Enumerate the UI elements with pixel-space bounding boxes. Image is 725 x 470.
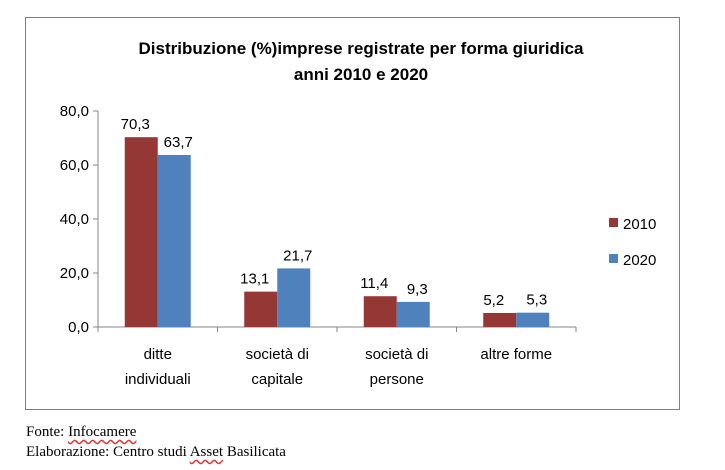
y-tick-label: 0,0 xyxy=(68,319,89,336)
bar-2020-4 xyxy=(516,312,550,327)
legend-label-2010: 2010 xyxy=(623,216,656,233)
data-label-2010-1: 70,3 xyxy=(121,116,150,133)
x-category-label: altre forme xyxy=(480,346,552,363)
data-label-2010-2: 13,1 xyxy=(240,271,269,288)
y-tick-label: 60,0 xyxy=(60,157,89,174)
legend-swatch-2010 xyxy=(609,218,618,227)
x-category-label: società di xyxy=(365,346,428,363)
bar-2010-1 xyxy=(124,137,158,327)
y-tick-label: 40,0 xyxy=(60,211,89,228)
bar-2020-3 xyxy=(396,301,430,327)
data-label-2010-3: 11,4 xyxy=(360,275,388,292)
credit-name: Asset xyxy=(189,444,224,460)
bar-2020-2 xyxy=(277,268,311,327)
source-note: Fonte: Infocamere xyxy=(26,424,136,441)
legend-swatch-2020 xyxy=(609,254,618,263)
credit-suffix: Basilicata xyxy=(223,444,286,460)
bar-2010-2 xyxy=(244,291,278,327)
y-tick-label: 20,0 xyxy=(60,265,89,282)
source-name: Infocamere xyxy=(68,424,137,440)
y-tick-label: 80,0 xyxy=(60,103,89,120)
x-category-label: individuali xyxy=(125,371,191,388)
x-category-label: persone xyxy=(370,371,424,388)
credit-prefix: Elaborazione: Centro studi xyxy=(26,444,190,460)
chart-subtitle: anni 2010 e 2020 xyxy=(294,65,428,84)
chart-title: Distribuzione (%)imprese registrate per … xyxy=(139,39,584,58)
credit-note: Elaborazione: Centro studi Asset Basilic… xyxy=(26,444,286,461)
bar-chart: Distribuzione (%)imprese registrate per … xyxy=(60,39,657,388)
bar-2010-3 xyxy=(363,296,397,327)
data-label-2020-3: 9,3 xyxy=(407,281,428,298)
data-label-2020-2: 21,7 xyxy=(283,247,312,264)
data-label-2020-4: 5,3 xyxy=(526,292,547,309)
bar-2020-1 xyxy=(157,155,191,327)
x-category-label: capitale xyxy=(251,371,303,388)
bar-2010-4 xyxy=(483,312,517,327)
data-label-2020-1: 63,7 xyxy=(164,134,193,151)
data-label-2010-4: 5,2 xyxy=(483,292,504,309)
x-category-label: ditte xyxy=(144,346,172,363)
legend-label-2020: 2020 xyxy=(623,252,656,269)
chart-frame: Distribuzione (%)imprese registrate per … xyxy=(25,17,680,410)
x-category-label: società di xyxy=(246,346,309,363)
source-prefix: Fonte: xyxy=(26,424,69,440)
